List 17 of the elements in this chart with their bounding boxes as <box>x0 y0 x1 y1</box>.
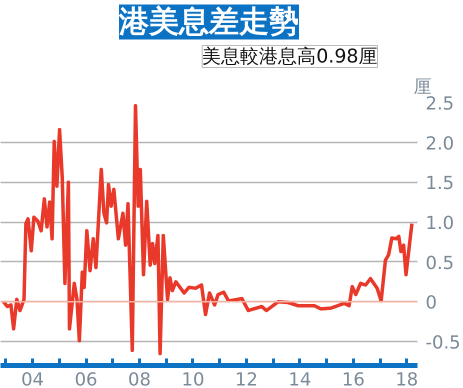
x-tick-label: 10 <box>182 370 204 388</box>
x-tick-label: 18 <box>395 370 418 388</box>
y-tick-label: 2.0 <box>426 133 454 154</box>
x-tick-label: 12 <box>234 370 258 388</box>
x-tick-label: 16 <box>342 370 365 388</box>
x-tick-label: 04 <box>21 370 44 388</box>
y-tick-label: 1.0 <box>426 213 454 234</box>
line-series <box>2 104 414 356</box>
y-tick-label: 0 <box>426 292 437 314</box>
y-tick-label: 0.5 <box>426 252 454 274</box>
y-tick-label: -0.5 <box>426 332 461 354</box>
text: 美息較港息高0.98厘 <box>202 46 378 68</box>
x-tick-label: 08 <box>128 370 151 388</box>
x-tick-label: 14 <box>288 370 312 388</box>
x-tick-label: 06 <box>74 370 98 388</box>
y-tick-label: 1.5 <box>426 173 454 194</box>
chart-title: 港美息差走勢 <box>118 4 299 40</box>
